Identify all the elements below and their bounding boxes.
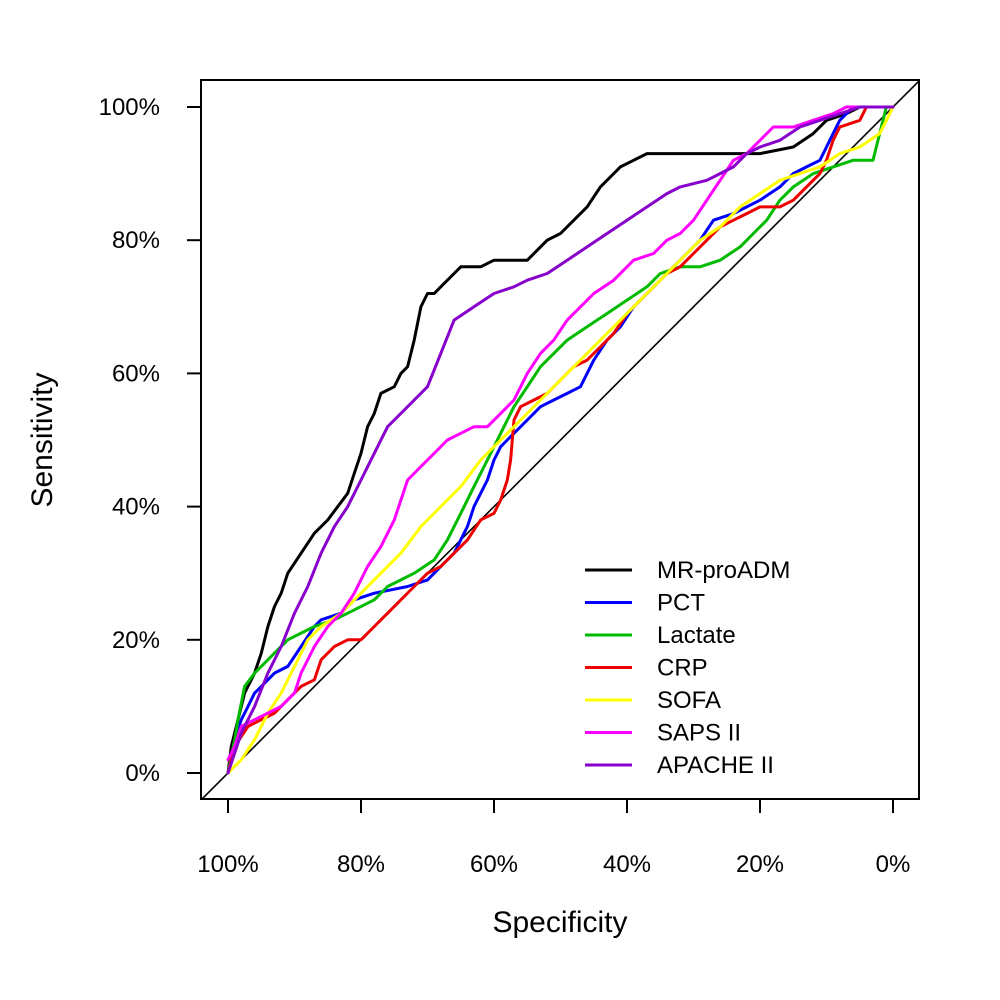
y-axis-title: Sensitivity [26, 372, 59, 507]
x-tick-label: 0% [876, 851, 911, 878]
legend-label: Lactate [657, 622, 736, 649]
legend-label: PCT [657, 590, 705, 617]
legend-label: MR-proADM [657, 557, 790, 584]
series-line-lactate [226, 105, 895, 775]
series-layer [226, 105, 895, 775]
y-tick-label: 20% [112, 627, 160, 654]
reference-diagonal-line [201, 80, 919, 799]
x-axis-title: Specificity [492, 906, 627, 939]
legend-label: SOFA [657, 687, 721, 714]
y-tick-label: 60% [112, 360, 160, 387]
y-tick-label: 0% [125, 760, 160, 787]
series-line-apache-ii [226, 105, 895, 775]
x-axis: 100% 80% 60% 40% 20% 0% [197, 799, 910, 878]
y-axis: 0% 20% 40% 60% 80% 100% [99, 94, 201, 787]
x-tick-label: 80% [337, 851, 385, 878]
reference-line-layer [201, 80, 919, 799]
x-tick-label: 60% [470, 851, 518, 878]
series-line-saps-ii [226, 105, 895, 762]
y-tick-label: 100% [99, 94, 160, 121]
x-tick-label: 100% [197, 851, 258, 878]
x-tick-label: 20% [736, 851, 784, 878]
y-tick-label: 40% [112, 494, 160, 521]
x-tick-label: 40% [603, 851, 651, 878]
series-line-crp [226, 105, 895, 775]
legend-label: SAPS II [657, 720, 741, 747]
legend: MR-proADM PCT Lactate CRP SOFA SAPS II APACHE … [585, 557, 790, 779]
legend-label: APACHE II [657, 752, 774, 779]
y-tick-label: 80% [112, 227, 160, 254]
plot-frame [200, 79, 920, 800]
legend-label: CRP [657, 655, 708, 682]
series-line-pct [226, 105, 895, 775]
series-line-sofa [226, 105, 895, 775]
series-line-mr-proadm [226, 105, 895, 775]
